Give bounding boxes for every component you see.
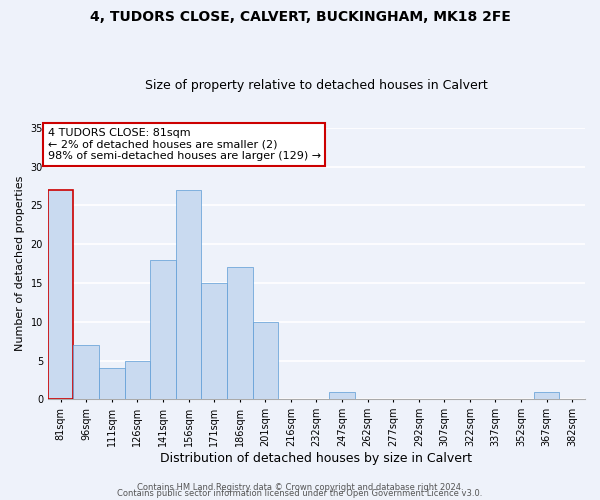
Bar — [73, 345, 99, 400]
Title: Size of property relative to detached houses in Calvert: Size of property relative to detached ho… — [145, 79, 488, 92]
Bar — [202, 283, 227, 400]
Bar — [534, 392, 559, 400]
Bar — [150, 260, 176, 400]
Text: 4, TUDORS CLOSE, CALVERT, BUCKINGHAM, MK18 2FE: 4, TUDORS CLOSE, CALVERT, BUCKINGHAM, MK… — [89, 10, 511, 24]
Bar — [99, 368, 125, 400]
Bar — [227, 268, 253, 400]
Bar — [253, 322, 278, 400]
Text: 4 TUDORS CLOSE: 81sqm
← 2% of detached houses are smaller (2)
98% of semi-detach: 4 TUDORS CLOSE: 81sqm ← 2% of detached h… — [48, 128, 321, 161]
Text: Contains HM Land Registry data © Crown copyright and database right 2024.: Contains HM Land Registry data © Crown c… — [137, 484, 463, 492]
X-axis label: Distribution of detached houses by size in Calvert: Distribution of detached houses by size … — [160, 452, 472, 465]
Bar — [48, 190, 73, 400]
Y-axis label: Number of detached properties: Number of detached properties — [15, 176, 25, 352]
Bar — [125, 360, 150, 400]
Bar — [176, 190, 202, 400]
Text: Contains public sector information licensed under the Open Government Licence v3: Contains public sector information licen… — [118, 490, 482, 498]
Bar — [329, 392, 355, 400]
